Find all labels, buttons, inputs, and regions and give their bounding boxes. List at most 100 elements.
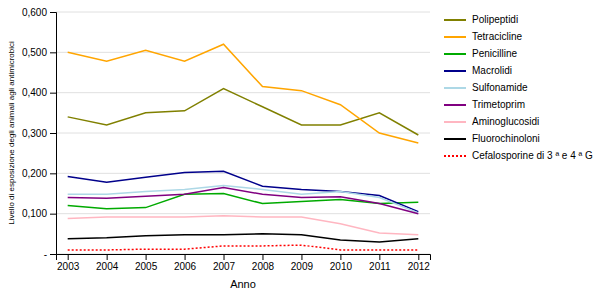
legend-label: Aminoglucosidi (472, 116, 539, 127)
y-tick-mark (50, 12, 56, 13)
x-tick-mark (262, 254, 263, 260)
grid-line (56, 12, 430, 13)
x-tick: 2010 (330, 254, 353, 272)
x-tick-mark (379, 254, 380, 260)
x-tick: 2003 (57, 254, 80, 272)
y-tick-mark (50, 173, 56, 174)
y-tick: 0,300 (22, 128, 56, 139)
x-tick-label: 2012 (408, 261, 431, 272)
x-tick-mark (224, 254, 225, 260)
x-tick-label: 2005 (135, 261, 158, 272)
legend-label: Fluorochinoloni (472, 133, 540, 144)
series-lines (68, 44, 419, 250)
series-line (68, 44, 419, 143)
x-tick-label: 2007 (213, 261, 236, 272)
x-tick-mark (146, 254, 147, 260)
legend-swatch (444, 155, 466, 157)
legend-swatch (444, 19, 466, 21)
series-line (68, 234, 419, 242)
series-line (68, 187, 419, 213)
y-tick-label: 0,200 (22, 168, 47, 179)
y-tick-label: 0,300 (22, 128, 47, 139)
x-tick-label: 2004 (96, 261, 119, 272)
y-tick: 0,600 (22, 7, 56, 18)
x-tick: 2009 (291, 254, 314, 272)
legend-label: Polipeptidi (472, 14, 518, 25)
y-tick-mark (50, 133, 56, 134)
x-axis-title: Anno (230, 278, 256, 290)
legend-swatch (444, 53, 466, 55)
grid-line (56, 133, 430, 134)
y-tick: 0,400 (22, 87, 56, 98)
legend-swatch (444, 70, 466, 72)
legend: Polipeptidi Tetracicline Penicilline Macrol… (444, 14, 593, 161)
x-tick: 2011 (369, 254, 391, 272)
x-tick-mark (68, 254, 69, 260)
grid-line (56, 92, 430, 93)
y-axis-title: Livello di esposizione degli animali agl… (7, 41, 16, 225)
legend-label: Penicilline (472, 48, 517, 59)
x-axis: 2003 2004 2005 2006 2007 2008 2009 2010 2011 2012 (57, 254, 431, 272)
y-tick-label: 0,100 (22, 208, 47, 219)
grid-line (56, 173, 430, 174)
x-tick-mark (185, 254, 186, 260)
x-tick-label: 2006 (174, 261, 197, 272)
legend-item: Fluorochinoloni (444, 133, 540, 144)
x-tick: 2012 (408, 254, 431, 272)
legend-label: Trimetoprim (472, 99, 525, 110)
legend-swatch (444, 138, 466, 140)
y-axis: - 0,100 0,200 0,300 0,400 0,500 0,600 (22, 7, 57, 260)
legend-swatch (444, 104, 466, 106)
legend-swatch (444, 121, 466, 123)
legend-item: Trimetoprim (444, 99, 525, 110)
y-tick: 0,500 (22, 47, 56, 58)
series-line (68, 185, 419, 212)
x-tick-label: 2009 (291, 261, 314, 272)
x-axis-line (57, 255, 431, 261)
y-tick: - (44, 249, 56, 260)
y-tick-mark (50, 214, 56, 215)
y-axis-line (50, 13, 57, 255)
grid-line (56, 213, 430, 214)
y-tick-label: - (44, 249, 47, 260)
x-tick: 2004 (96, 254, 119, 272)
x-tick-mark (340, 254, 341, 260)
series-line (68, 216, 419, 235)
legend-item: Sulfonamide (444, 82, 528, 93)
y-tick-label: 0,500 (22, 47, 47, 58)
series-line (68, 89, 419, 135)
x-tick-mark (418, 254, 419, 260)
y-tick: 0,200 (22, 168, 56, 179)
x-tick: 2008 (252, 254, 275, 272)
y-tick-label: 0,400 (22, 87, 47, 98)
legend-item: Macrolidi (444, 65, 512, 76)
legend-item: Polipeptidi (444, 14, 518, 25)
x-tick-mark (107, 254, 108, 260)
legend-item: Tetracicline (444, 31, 522, 42)
chart: 2003 2004 2005 2006 2007 2008 2009 2010 2011 2012… (0, 0, 610, 294)
x-tick-label: 2010 (330, 261, 353, 272)
y-tick-label: 0,600 (22, 7, 47, 18)
y-tick-mark (50, 254, 56, 255)
grid (56, 12, 430, 254)
legend-label: Tetracicline (472, 31, 522, 42)
legend-item: Penicilline (444, 48, 517, 59)
grid-line (56, 52, 430, 53)
legend-item: Cefalosporine di 3 ª e 4 ª G (444, 150, 593, 161)
legend-item: Aminoglucosidi (444, 116, 539, 127)
x-tick: 2006 (174, 254, 197, 272)
series-line (68, 245, 419, 250)
legend-label: Macrolidi (472, 65, 512, 76)
x-tick-label: 2003 (57, 261, 80, 272)
plot-area: 2003 2004 2005 2006 2007 2008 2009 2010 2011 2012… (22, 7, 431, 272)
x-tick-mark (301, 254, 302, 260)
y-tick-mark (50, 52, 56, 53)
legend-swatch (444, 87, 466, 89)
legend-label: Cefalosporine di 3 ª e 4 ª G (472, 150, 593, 161)
x-tick-label: 2011 (369, 261, 391, 272)
y-tick: 0,100 (22, 208, 56, 219)
x-tick: 2005 (135, 254, 158, 272)
y-tick-mark (50, 93, 56, 94)
x-tick-label: 2008 (252, 261, 275, 272)
legend-swatch (444, 36, 466, 38)
